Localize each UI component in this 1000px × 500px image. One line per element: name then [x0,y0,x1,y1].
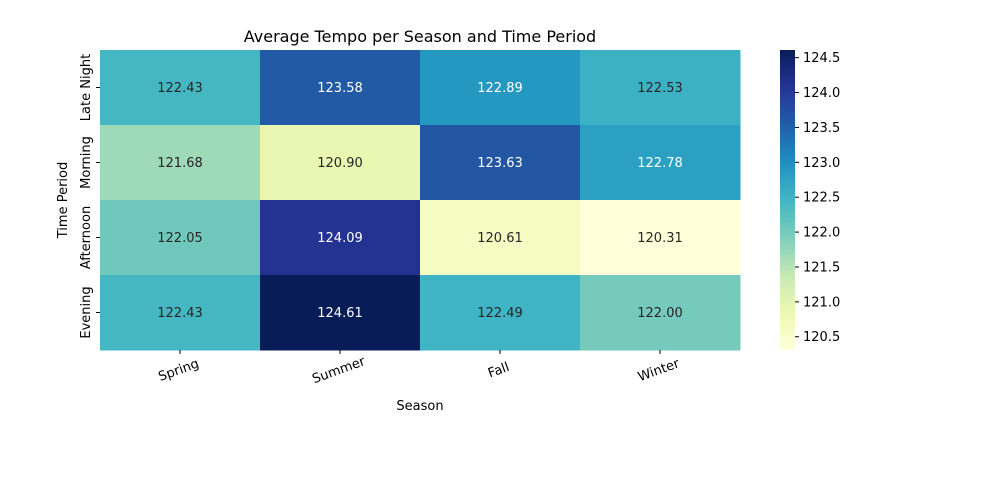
colorbar-tick-label: 122.0 [803,226,840,241]
heatmap-cell [260,275,421,351]
heatmap-cell [420,50,581,126]
cell-value-label: 124.61 [317,306,363,321]
colorbar-gradient [780,50,795,350]
cell-value-label: 123.63 [477,156,523,171]
cell-value-label: 122.43 [157,81,203,96]
cell-value-label: 123.58 [317,81,363,96]
heatmap-cell [100,125,261,201]
heatmap-cell [420,275,581,351]
y-axis-label: Time Period [56,162,71,239]
x-tick-label: Summer [310,354,368,387]
x-tick-label: Winter [636,356,682,385]
cell-value-label: 120.90 [317,156,363,171]
cell-value-label: 120.31 [637,231,683,246]
heatmap-cell [100,200,261,276]
heatmap-cell [580,200,741,276]
colorbar-tick-label: 123.0 [803,156,840,171]
heatmap-cells: 122.43 123.58 122.89 122.53 121.68 120.90 123.… [100,50,741,351]
chart-title: Average Tempo per Season and Time Period [244,27,596,46]
colorbar-tick-label: 121.0 [803,295,840,310]
cell-value-label: 122.78 [637,156,683,171]
colorbar-tick-label: 124.0 [803,86,840,101]
heatmap-cell [580,275,741,351]
y-tick-label: Afternoon [79,206,94,269]
x-axis-ticks: Spring Summer Fall Winter [157,350,682,387]
colorbar-tick-label: 122.5 [803,191,840,206]
cell-value-label: 121.68 [157,156,203,171]
heatmap-cell [580,50,741,126]
y-axis-ticks: Late Night Morning Afternoon Evening [79,54,100,339]
heatmap-cell [100,50,261,126]
heatmap-cell [420,200,581,276]
y-tick-label: Morning [79,136,94,189]
x-tick-label: Spring [157,356,202,384]
x-tick-label: Fall [486,360,511,381]
y-tick-label: Evening [79,286,94,338]
colorbar: 120.5 121.0 121.5 122.0 122.5 123.0 123.5 124.0… [780,50,840,350]
x-axis-label: Season [396,399,443,414]
heatmap-cell [420,125,581,201]
heatmap-cell [580,125,741,201]
colorbar-tick-label: 124.5 [803,51,840,66]
cell-value-label: 122.00 [637,306,683,321]
y-tick-label: Late Night [79,54,94,121]
cell-value-label: 122.43 [157,306,203,321]
heatmap-cell [260,200,421,276]
cell-value-label: 120.61 [477,231,523,246]
heatmap-cell [260,50,421,126]
colorbar-tick-label: 120.5 [803,330,840,345]
colorbar-tick-label: 123.5 [803,121,840,136]
cell-value-label: 122.53 [637,81,683,96]
cell-value-label: 122.89 [477,81,523,96]
heatmap-cell [100,275,261,351]
cell-value-label: 124.09 [317,231,363,246]
cell-value-label: 122.05 [157,231,203,246]
cell-value-label: 122.49 [477,306,523,321]
heatmap-cell [260,125,421,201]
colorbar-tick-label: 121.5 [803,260,840,275]
